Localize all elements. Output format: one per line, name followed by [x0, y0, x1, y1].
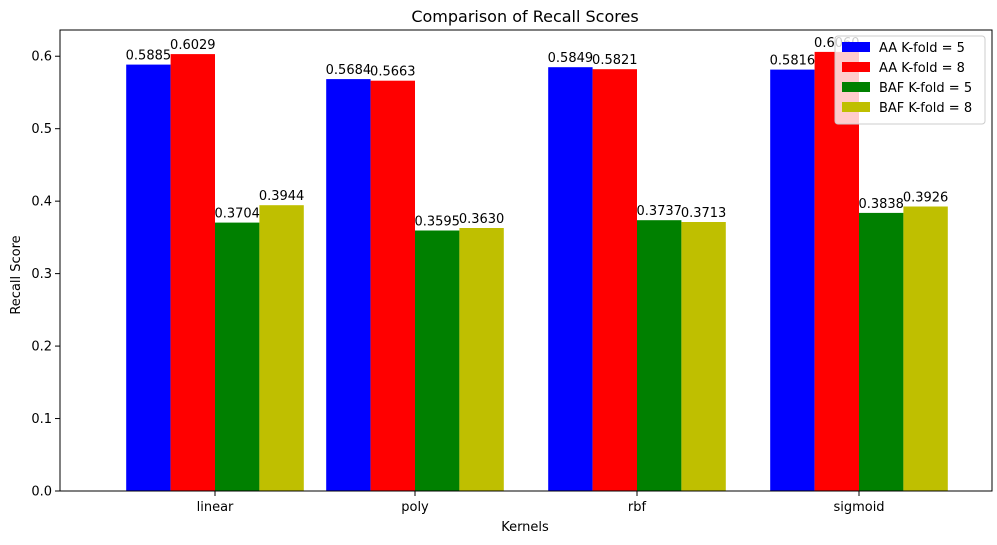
bar-rbf-3 [681, 222, 726, 491]
y-tick-label-0.4: 0.4 [31, 195, 52, 210]
y-tick-label-0.6: 0.6 [31, 50, 52, 65]
x-axis: linear poly rbf sigmoid [197, 491, 885, 515]
bars-group [126, 51, 948, 492]
x-tick-label-rbf: rbf [628, 500, 647, 515]
bar-rbf-0 [548, 67, 593, 491]
legend-label-3: BAF K-fold = 8 [879, 101, 972, 116]
x-tick-label-sigmoid: sigmoid [833, 500, 884, 515]
data-label-rbf-1: 0.5821 [592, 53, 638, 68]
bar-sigmoid-1 [814, 51, 859, 492]
bar-poly-3 [459, 228, 504, 491]
data-label-linear-1: 0.6029 [170, 38, 216, 53]
bar-poly-0 [326, 79, 371, 491]
data-label-linear-2: 0.3704 [214, 207, 260, 222]
data-label-rbf-2: 0.3737 [636, 204, 682, 219]
legend-label-0: AA K-fold = 5 [879, 41, 965, 56]
legend-swatch-1 [842, 62, 870, 72]
bar-poly-1 [370, 80, 415, 491]
data-label-linear-0: 0.5885 [126, 49, 172, 64]
bar-poly-2 [415, 230, 460, 491]
data-label-sigmoid-3: 0.3926 [903, 191, 949, 206]
x-axis-label: Kernels [501, 520, 549, 535]
bar-sigmoid-3 [903, 206, 948, 491]
plot-area-frame [59, 29, 993, 492]
y-tick-label-0.5: 0.5 [31, 122, 52, 137]
legend-swatch-3 [842, 102, 870, 112]
y-axis: 0.0 0.1 0.2 0.3 0.4 0.5 0.6 [31, 50, 60, 500]
data-label-sigmoid-0: 0.5816 [770, 54, 816, 69]
data-label-rbf-0: 0.5849 [548, 51, 594, 66]
bar-linear-3 [259, 205, 304, 491]
y-axis-label: Recall Score [9, 235, 24, 314]
bar-linear-1 [170, 54, 215, 491]
data-label-poly-3: 0.3630 [459, 212, 505, 227]
legend-swatch-0 [842, 42, 870, 52]
chart-title: Comparison of Recall Scores [411, 7, 638, 26]
data-label-poly-2: 0.3595 [414, 215, 460, 230]
y-tick-label-0.0: 0.0 [31, 485, 52, 500]
data-label-linear-3: 0.3944 [259, 189, 305, 204]
x-tick-label-poly: poly [401, 500, 429, 515]
legend: AA K-fold = 5 AA K-fold = 8 BAF K-fold = 5… [834, 35, 986, 125]
bar-sigmoid-2 [859, 212, 904, 491]
bar-rbf-1 [592, 69, 637, 491]
bar-sigmoid-0 [770, 69, 815, 491]
data-label-rbf-3: 0.3713 [681, 206, 727, 221]
legend-label-2: BAF K-fold = 5 [879, 81, 972, 96]
y-tick-label-0.2: 0.2 [31, 340, 52, 355]
legend-box [834, 35, 986, 125]
data-label-poly-0: 0.5684 [326, 63, 372, 78]
bar-linear-0 [126, 64, 171, 491]
x-tick-label-linear: linear [197, 500, 234, 515]
bar-rbf-2 [637, 220, 682, 491]
data-label-sigmoid-2: 0.3838 [858, 197, 904, 212]
data-label-poly-1: 0.5663 [370, 65, 416, 80]
y-tick-label-0.1: 0.1 [31, 412, 52, 427]
y-tick-label-0.3: 0.3 [31, 267, 52, 282]
legend-label-1: AA K-fold = 8 [879, 61, 965, 76]
legend-swatch-2 [842, 82, 870, 92]
bar-linear-2 [215, 222, 260, 491]
